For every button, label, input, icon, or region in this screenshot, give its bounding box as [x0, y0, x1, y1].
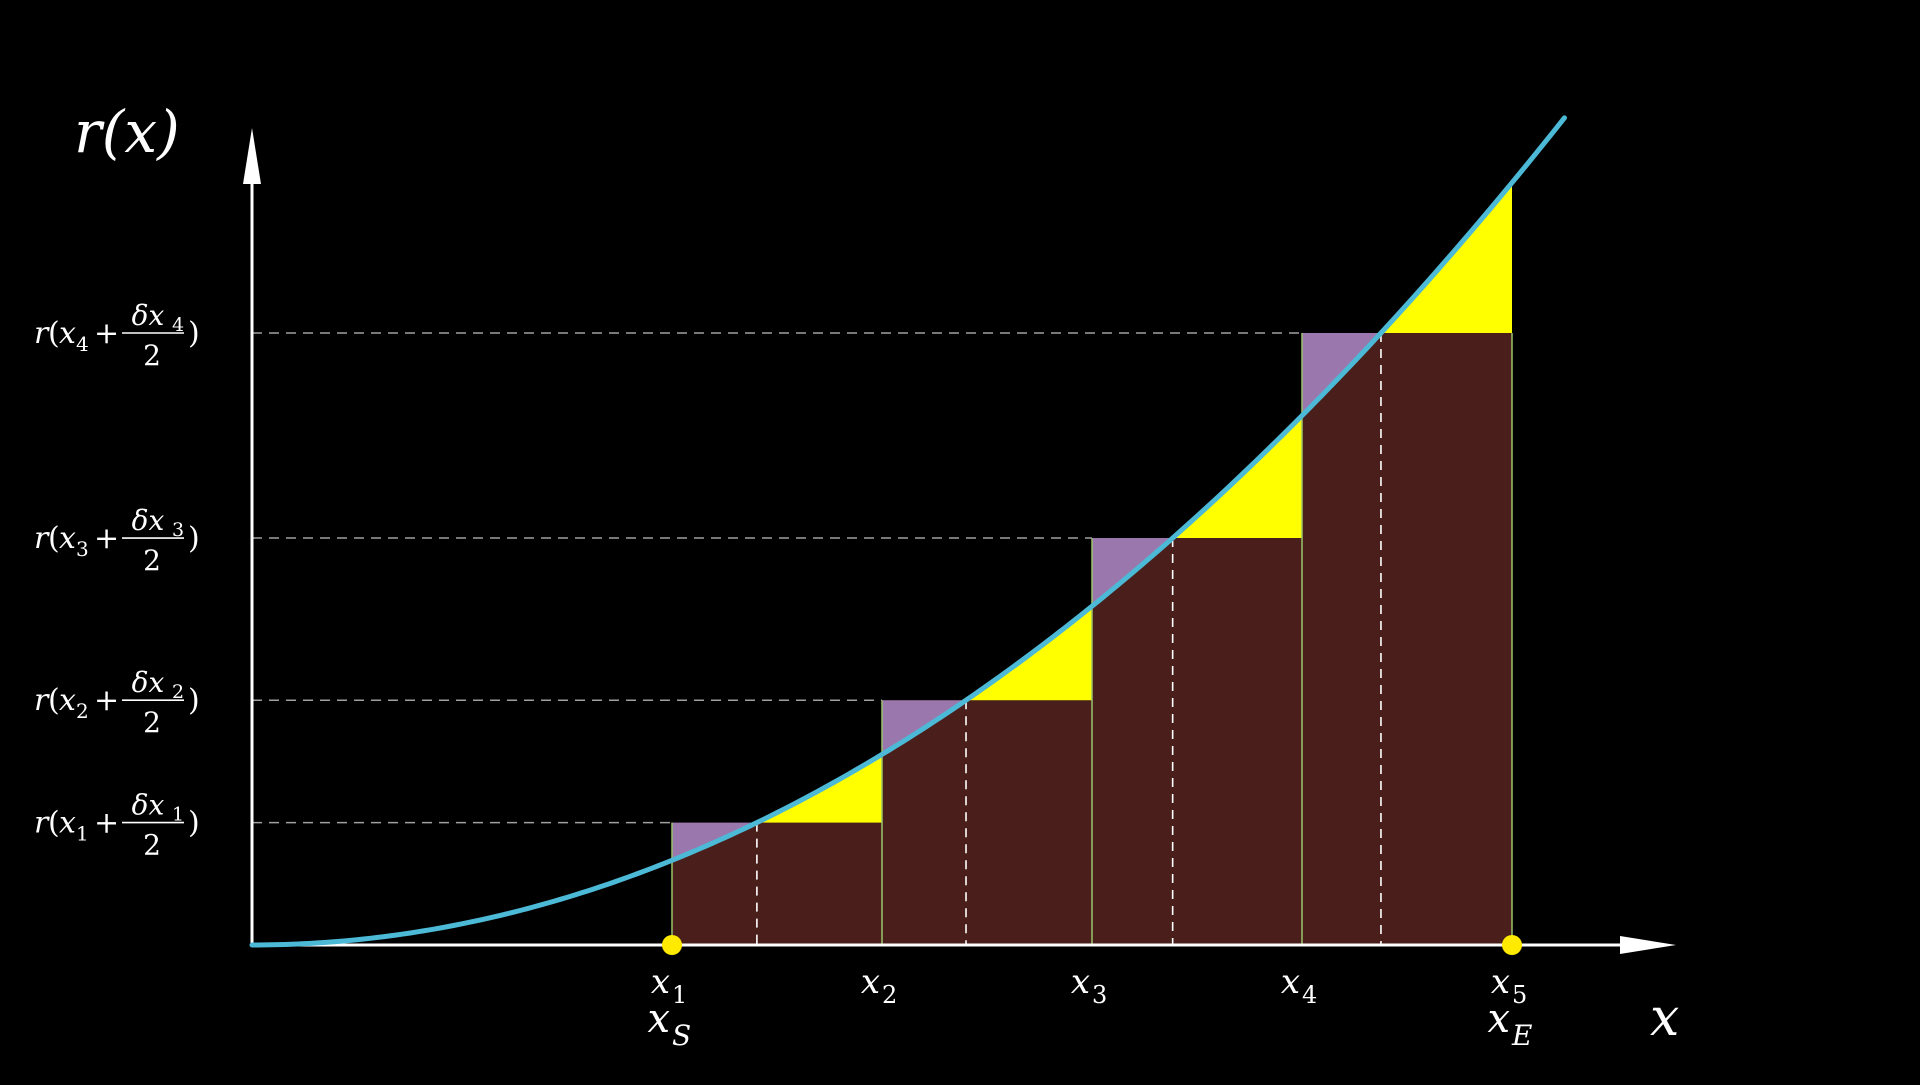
- y-tick-plus: +: [94, 316, 119, 351]
- y-tick-var: x: [59, 806, 76, 841]
- y-tick-numerator-sub: 2: [172, 681, 184, 703]
- y-tick-label: r(x 3 +δx 32): [34, 504, 200, 577]
- y-tick-close: ): [188, 683, 200, 718]
- y-tick-sub: 1: [76, 822, 89, 846]
- y-tick-label: r(x 2 +δx 22): [34, 666, 200, 739]
- x-axis-arrowhead: [1620, 936, 1676, 954]
- y-tick-numerator-sub: 3: [172, 519, 184, 541]
- y-tick-open: (: [48, 521, 60, 556]
- y-tick-close: ): [188, 806, 200, 841]
- endpoint-dot: [1502, 935, 1522, 955]
- endpoint-dot: [662, 935, 682, 955]
- y-tick-numerator-sub: 1: [172, 804, 184, 826]
- y-axis-arrowhead: [243, 128, 261, 184]
- underestimate-region: [756, 754, 882, 823]
- y-tick-sub: 3: [76, 537, 89, 561]
- y-tick-sub: 2: [76, 699, 89, 723]
- y-tick-numerator: δx: [132, 789, 165, 822]
- x-tick-index: 3: [1092, 981, 1107, 1009]
- y-tick-close: ): [188, 521, 200, 556]
- y-tick-close: ): [188, 316, 200, 351]
- y-tick-var: x: [59, 316, 76, 351]
- y-tick-denominator: 2: [143, 339, 161, 372]
- x-tick-var: x: [1281, 962, 1300, 1002]
- x-tick-index: 2: [882, 981, 897, 1009]
- y-tick-open: (: [48, 806, 60, 841]
- y-tick-label: r(x 4 +δx 42): [34, 299, 200, 372]
- y-tick-r: r: [34, 683, 50, 718]
- x-tick-var: x: [1491, 962, 1510, 1002]
- y-tick-r: r: [34, 521, 50, 556]
- y-tick-label: r(x 1 +δx 12): [34, 789, 200, 862]
- underestimate-region: [966, 606, 1092, 701]
- y-tick-denominator: 2: [143, 829, 161, 862]
- y-tick-denominator: 2: [143, 544, 161, 577]
- y-tick-r: r: [34, 806, 50, 841]
- x-tick-index: 5: [1512, 981, 1527, 1009]
- midpoint-rectangle: [1092, 538, 1302, 945]
- x-tick-label: x 5x E: [1487, 962, 1532, 1052]
- y-axis-title: r(x): [74, 98, 180, 166]
- y-tick-numerator: δx: [132, 666, 165, 699]
- midpoint-rectangle: [1302, 333, 1512, 945]
- endpoint-label-var: x: [1487, 996, 1510, 1042]
- y-tick-denominator: 2: [143, 706, 161, 739]
- endpoint-label-sub: S: [672, 1019, 691, 1052]
- x-tick-index: 4: [1302, 981, 1317, 1009]
- underestimate-region: [1172, 415, 1302, 539]
- x-tick-label: x 1x S: [647, 962, 691, 1052]
- midpoint-rectangle: [882, 700, 1092, 945]
- y-tick-open: (: [48, 683, 60, 718]
- y-tick-plus: +: [94, 521, 119, 556]
- y-tick-var: x: [59, 683, 76, 718]
- y-tick-open: (: [48, 316, 60, 351]
- x-tick-index: 1: [672, 981, 687, 1009]
- y-tick-sub: 4: [76, 332, 89, 356]
- y-tick-plus: +: [94, 683, 119, 718]
- y-tick-numerator-sub: 4: [172, 314, 184, 336]
- underestimate-region: [1380, 182, 1512, 333]
- y-tick-r: r: [34, 316, 50, 351]
- x-tick-var: x: [1071, 962, 1090, 1002]
- y-tick-numerator: δx: [132, 504, 165, 537]
- endpoint-label-var: x: [647, 996, 670, 1042]
- y-tick-var: x: [59, 521, 76, 556]
- x-tick-var: x: [861, 962, 880, 1002]
- function-curve: [249, 115, 1567, 948]
- y-tick-numerator: δx: [132, 299, 165, 332]
- y-tick-plus: +: [94, 806, 119, 841]
- x-axis-title: x: [1650, 988, 1679, 1048]
- endpoint-label-sub: E: [1511, 1019, 1532, 1052]
- x-tick-var: x: [651, 962, 670, 1002]
